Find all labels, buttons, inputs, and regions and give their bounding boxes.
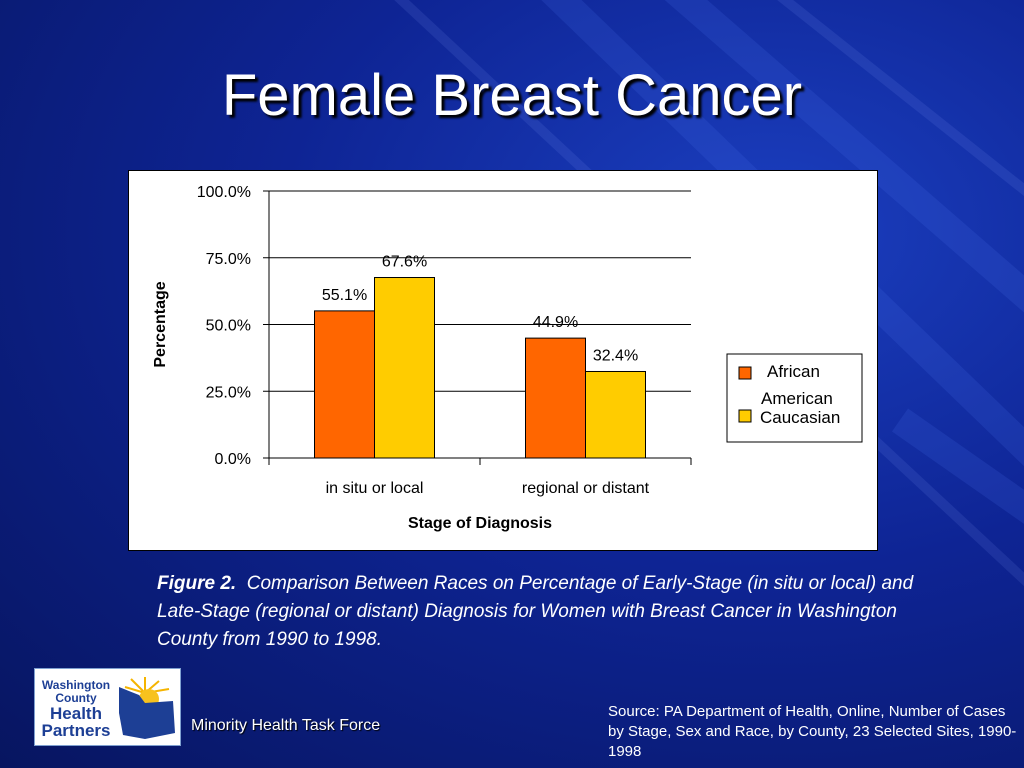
bar — [374, 277, 435, 459]
legend-label: African American — [761, 362, 833, 408]
x-tick-label: in situ or local — [326, 480, 424, 497]
logo-line-4: Partners — [41, 721, 111, 740]
source-note: Source: PA Department of Health, Online,… — [608, 703, 1017, 760]
x-axis-title: Stage of Diagnosis — [408, 515, 552, 532]
data-label: 67.6% — [382, 254, 427, 271]
data-label: 32.4% — [593, 347, 638, 364]
logo-line-1: Washington — [41, 678, 111, 692]
data-label: 44.9% — [533, 314, 578, 331]
logo-line-3: Health — [50, 704, 102, 723]
caption-label: Figure 2. — [157, 573, 237, 594]
figure-caption: Figure 2. Comparison Between Races on Pe… — [157, 570, 917, 654]
sun-county-icon — [119, 677, 175, 739]
bar — [314, 310, 375, 459]
y-tick-label: 75.0% — [206, 251, 251, 268]
slide-title: Female Breast Cancer — [221, 63, 803, 128]
logo-text: Washington County Health Partners — [39, 678, 113, 740]
y-tick-label: 100.0% — [197, 184, 251, 201]
y-tick-label: 50.0% — [206, 318, 251, 335]
bar-chart: 0.0% 25.0% 50.0% 75.0% 100.0% in situ or loca… — [152, 184, 863, 532]
data-label: 55.1% — [322, 287, 367, 304]
legend-swatch — [738, 409, 752, 423]
chart-panel: 0.0% 25.0% 50.0% 75.0% 100.0% in situ or loca… — [128, 170, 878, 551]
y-tick-label: 25.0% — [206, 384, 251, 401]
bar — [525, 337, 586, 459]
y-tick-label: 0.0% — [215, 451, 251, 468]
bar — [585, 370, 646, 459]
logo-line-2: County — [55, 691, 97, 705]
x-tick-label: regional or distant — [522, 480, 650, 497]
legend-label: Caucasian — [760, 408, 840, 427]
legend-swatch — [738, 366, 752, 380]
logo: Washington County Health Partners — [34, 668, 181, 746]
y-axis-title: Percentage — [152, 281, 169, 367]
caption-text: Comparison Between Races on Percentage o… — [157, 573, 914, 650]
organization-name: Minority Health Task Force — [191, 717, 381, 734]
